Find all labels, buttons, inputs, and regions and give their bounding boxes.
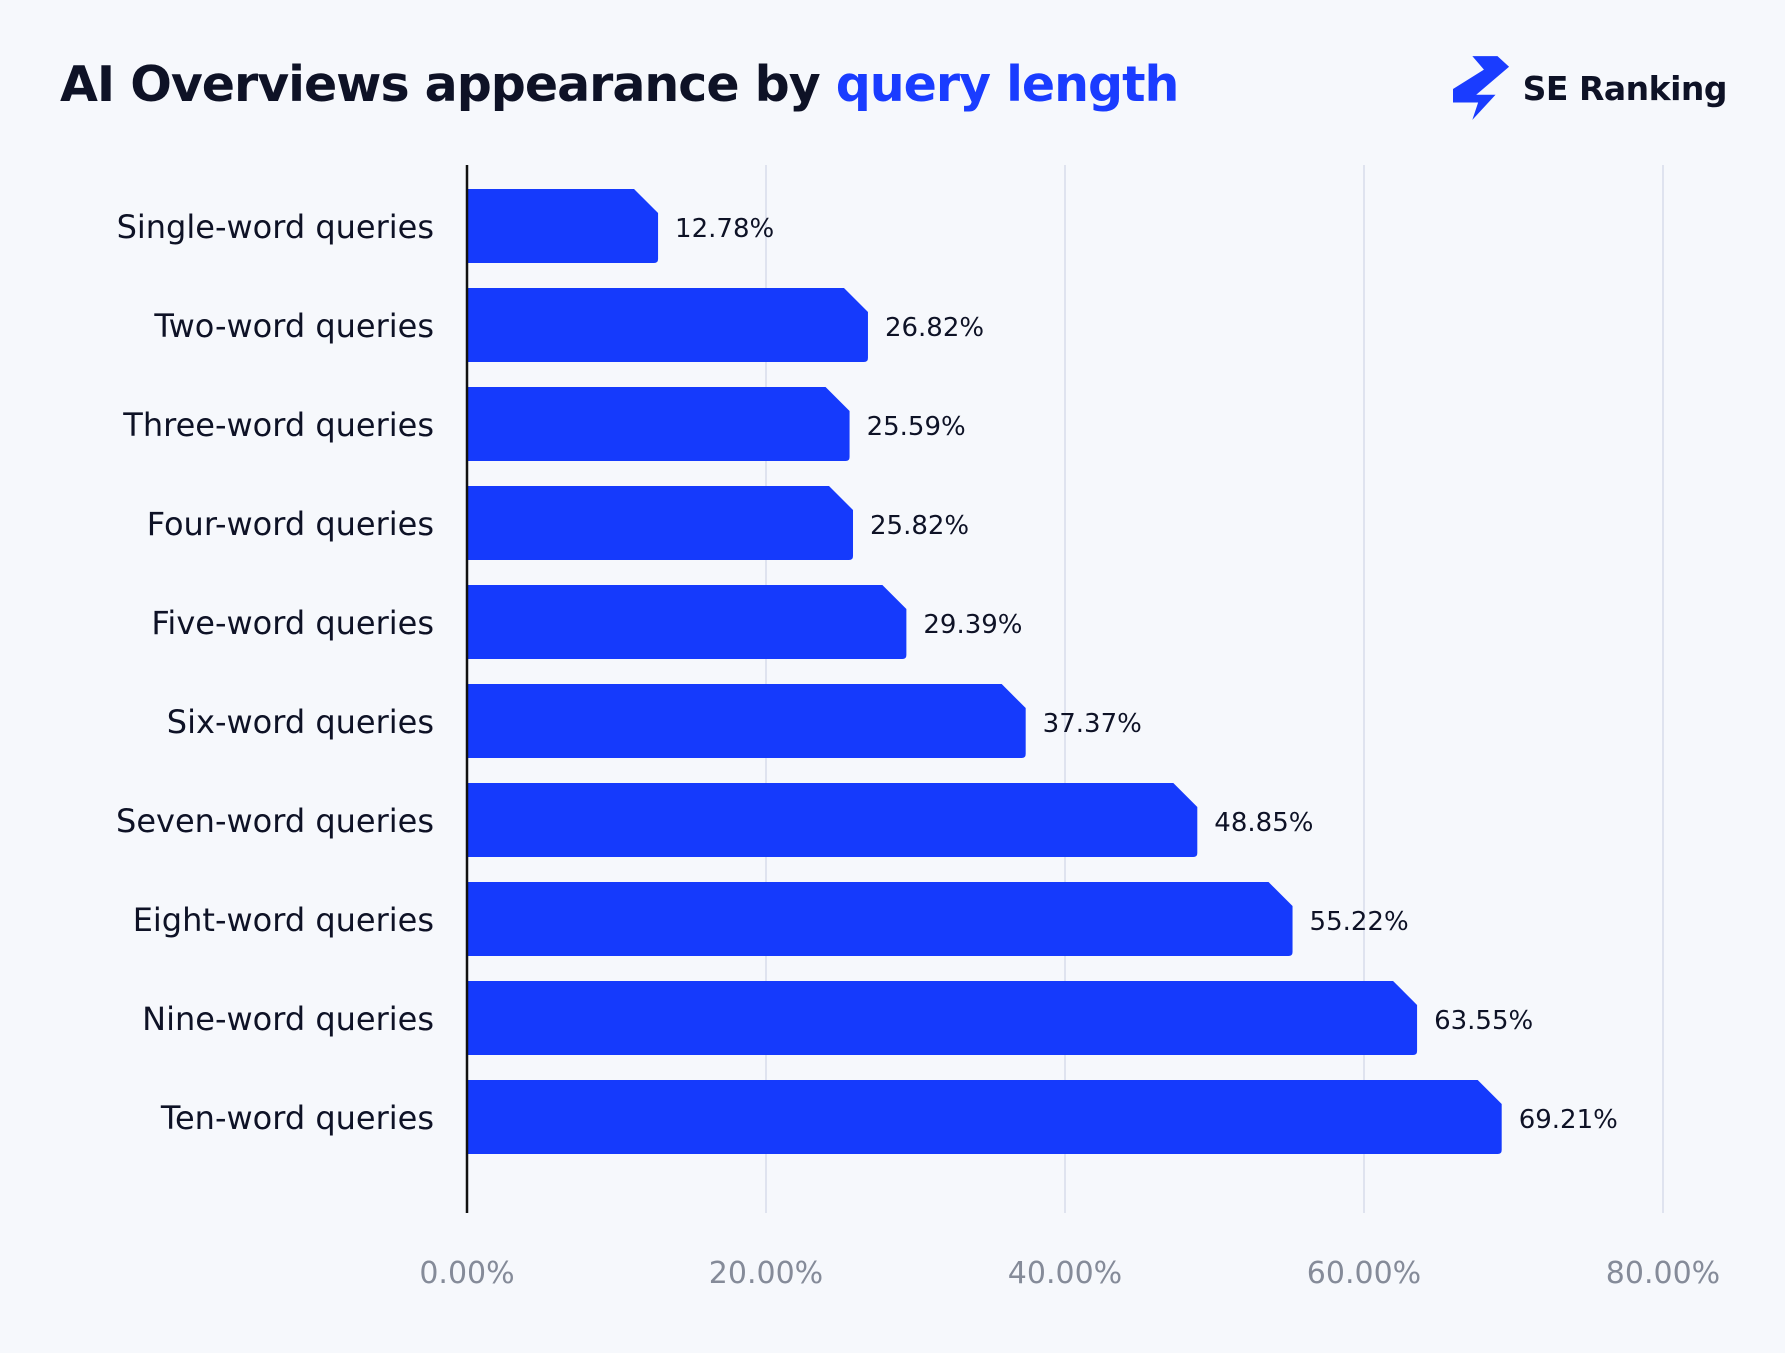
title-highlight: query length	[835, 56, 1180, 113]
brand-name: SE Ranking	[1522, 68, 1728, 108]
value-label: 55.22%	[1310, 907, 1409, 937]
x-axis-ticks: 0.00% 20.00% 40.00% 60.00% 80.00%	[419, 1256, 1720, 1291]
x-tick-label: 40.00%	[1008, 1256, 1122, 1291]
category-label: Four-word queries	[147, 505, 434, 543]
x-tick-label: 20.00%	[709, 1256, 823, 1291]
category-label: Eight-word queries	[133, 901, 434, 939]
value-label: 63.55%	[1434, 1006, 1533, 1036]
category-label: Nine-word queries	[142, 1000, 434, 1038]
value-label: 48.85%	[1214, 808, 1313, 838]
bar	[467, 288, 868, 362]
bar	[467, 684, 1026, 758]
bar	[467, 189, 659, 263]
category-label: Ten-word queries	[160, 1099, 434, 1137]
x-tick-label: 0.00%	[419, 1256, 514, 1291]
bar	[467, 486, 854, 560]
category-label: Six-word queries	[167, 703, 434, 741]
value-label: 25.59%	[867, 412, 966, 442]
bar	[467, 981, 1418, 1055]
x-tick-label: 60.00%	[1307, 1256, 1421, 1291]
value-label: 37.37%	[1043, 709, 1142, 739]
title-prefix: AI Overviews appearance by	[60, 56, 836, 113]
value-label: 69.21%	[1519, 1105, 1618, 1135]
category-labels: Single-word queries Two-word queries Three…	[116, 208, 434, 1137]
chart-title: AI Overviews appearance by query length	[60, 56, 1180, 113]
bar	[467, 387, 850, 461]
category-label: Seven-word queries	[116, 802, 434, 840]
se-ranking-lightning-icon	[1452, 56, 1509, 120]
bars	[467, 189, 1502, 1154]
category-label: Two-word queries	[153, 307, 434, 345]
category-label: Single-word queries	[117, 208, 434, 246]
value-label: 12.78%	[675, 214, 774, 244]
x-tick-label: 80.00%	[1606, 1256, 1720, 1291]
bar	[467, 585, 907, 659]
value-label: 26.82%	[885, 313, 984, 343]
category-label: Five-word queries	[151, 604, 434, 642]
value-label: 29.39%	[923, 610, 1022, 640]
bar	[467, 882, 1293, 956]
bar	[467, 783, 1198, 857]
value-labels: 12.78% 26.82% 25.59% 25.82% 29.39% 37.37% 48.8…	[675, 214, 1618, 1135]
category-label: Three-word queries	[122, 406, 434, 444]
bar	[467, 1080, 1502, 1154]
brand-logo: SE Ranking	[1452, 56, 1728, 120]
value-label: 25.82%	[870, 511, 969, 541]
